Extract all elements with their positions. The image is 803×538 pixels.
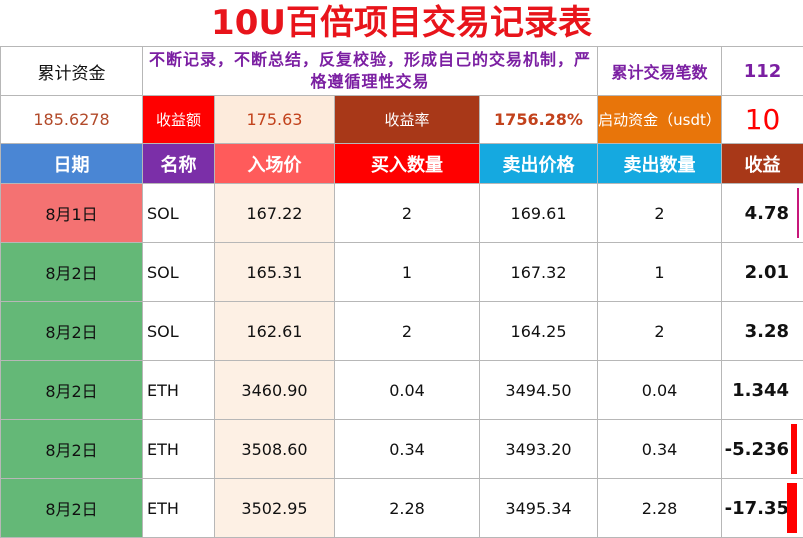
cell-pnl: 2.01 — [722, 243, 803, 302]
page-title: 10U百倍项目交易记录表 — [0, 0, 803, 46]
pnl-data-bar — [797, 188, 799, 238]
col-header-name: 名称 — [143, 144, 215, 184]
cell-sell-qty: 2.28 — [598, 479, 722, 538]
summary-row-1: 累计资金 不断记录，不断总结，反复校验，形成自己的交易机制，严格遵循理性交易 累… — [1, 47, 803, 96]
cell-buy-qty: 2 — [335, 184, 480, 243]
summary-row-2: 185.6278 收益额 175.63 收益率 1756.28% 启动资金（us… — [1, 96, 803, 144]
trade-count-value: 112 — [722, 47, 803, 96]
cell-entry-price: 3508.60 — [215, 420, 335, 479]
cell-name: SOL — [143, 302, 215, 361]
cell-date: 8月2日 — [1, 420, 143, 479]
cell-date: 8月2日 — [1, 302, 143, 361]
income-label: 收益额 — [143, 96, 215, 144]
cell-date: 8月2日 — [1, 479, 143, 538]
cell-sell-price: 167.32 — [480, 243, 598, 302]
cell-entry-price: 165.31 — [215, 243, 335, 302]
cell-buy-qty: 2.28 — [335, 479, 480, 538]
cell-date: 8月2日 — [1, 243, 143, 302]
col-header-pnl: 收益 — [722, 144, 803, 184]
cell-pnl: -17.35 — [722, 479, 803, 538]
cell-entry-price: 167.22 — [215, 184, 335, 243]
cell-sell-qty: 0.34 — [598, 420, 722, 479]
cell-sell-price: 3494.50 — [480, 361, 598, 420]
cell-sell-price: 169.61 — [480, 184, 598, 243]
cell-name: ETH — [143, 420, 215, 479]
col-header-buy-qty: 买入数量 — [335, 144, 480, 184]
pnl-value: -5.236 — [725, 439, 789, 460]
table-row: 8月1日 SOL 167.22 2 169.61 2 4.78 — [1, 184, 803, 243]
col-header-sell-price: 卖出价格 — [480, 144, 598, 184]
cell-sell-qty: 0.04 — [598, 361, 722, 420]
table-row: 8月2日 SOL 165.31 1 167.32 1 2.01 — [1, 243, 803, 302]
rate-value: 1756.28% — [480, 96, 598, 144]
cell-name: SOL — [143, 184, 215, 243]
trade-record-table: 累计资金 不断记录，不断总结，反复校验，形成自己的交易机制，严格遵循理性交易 累… — [0, 46, 803, 538]
cell-buy-qty: 0.34 — [335, 420, 480, 479]
cell-entry-price: 3502.95 — [215, 479, 335, 538]
cell-name: ETH — [143, 479, 215, 538]
cell-sell-qty: 1 — [598, 243, 722, 302]
cell-sell-qty: 2 — [598, 184, 722, 243]
cell-pnl: 3.28 — [722, 302, 803, 361]
rate-label: 收益率 — [335, 96, 480, 144]
cell-buy-qty: 1 — [335, 243, 480, 302]
cell-sell-price: 3493.20 — [480, 420, 598, 479]
cell-entry-price: 162.61 — [215, 302, 335, 361]
cell-entry-price: 3460.90 — [215, 361, 335, 420]
pnl-value: 2.01 — [745, 262, 789, 283]
col-header-date: 日期 — [1, 144, 143, 184]
start-fund-value: 10 — [722, 96, 803, 144]
cell-date: 8月2日 — [1, 361, 143, 420]
cell-buy-qty: 2 — [335, 302, 480, 361]
motto: 不断记录，不断总结，反复校验，形成自己的交易机制，严格遵循理性交易 — [143, 47, 598, 96]
start-fund-label: 启动资金（usdt） — [598, 96, 722, 144]
cell-sell-price: 164.25 — [480, 302, 598, 361]
pnl-data-bar — [787, 483, 797, 533]
col-header-sell-qty: 卖出数量 — [598, 144, 722, 184]
cell-name: ETH — [143, 361, 215, 420]
table-row: 8月2日 SOL 162.61 2 164.25 2 3.28 — [1, 302, 803, 361]
pnl-value: -17.35 — [725, 498, 789, 519]
pnl-value: 3.28 — [745, 321, 789, 342]
cell-sell-qty: 2 — [598, 302, 722, 361]
table-row: 8月2日 ETH 3508.60 0.34 3493.20 0.34 -5.23… — [1, 420, 803, 479]
table-row: 8月2日 ETH 3502.95 2.28 3495.34 2.28 -17.3… — [1, 479, 803, 538]
pnl-value: 1.344 — [732, 380, 789, 401]
cell-pnl: 4.78 — [722, 184, 803, 243]
column-header-row: 日期 名称 入场价 买入数量 卖出价格 卖出数量 收益 — [1, 144, 803, 184]
cell-date: 8月1日 — [1, 184, 143, 243]
cum-fund-value: 185.6278 — [1, 96, 143, 144]
trade-count-label: 累计交易笔数 — [598, 47, 722, 96]
cell-buy-qty: 0.04 — [335, 361, 480, 420]
cum-fund-label: 累计资金 — [1, 47, 143, 96]
cell-name: SOL — [143, 243, 215, 302]
pnl-value: 4.78 — [745, 203, 789, 224]
pnl-data-bar — [791, 424, 797, 474]
table-row: 8月2日 ETH 3460.90 0.04 3494.50 0.04 1.344 — [1, 361, 803, 420]
col-header-entry-price: 入场价 — [215, 144, 335, 184]
income-value: 175.63 — [215, 96, 335, 144]
cell-pnl: -5.236 — [722, 420, 803, 479]
cell-pnl: 1.344 — [722, 361, 803, 420]
cell-sell-price: 3495.34 — [480, 479, 598, 538]
